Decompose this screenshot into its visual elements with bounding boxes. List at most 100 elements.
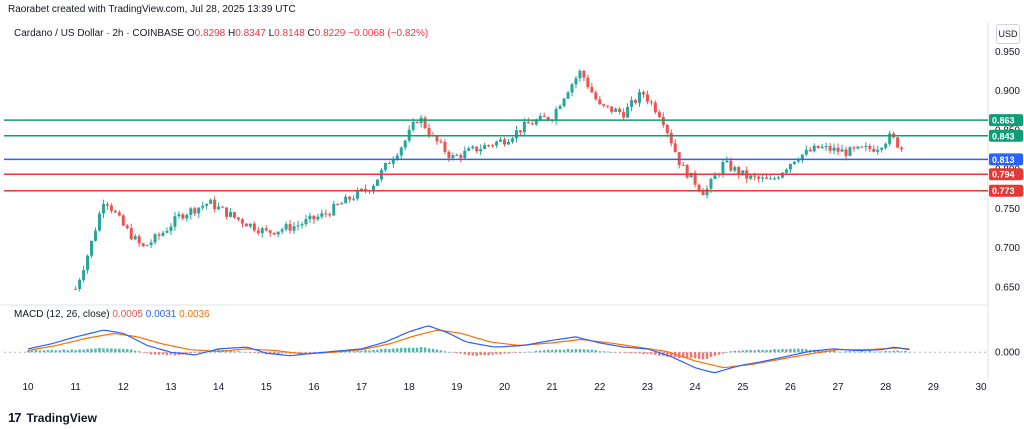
candle-body bbox=[129, 228, 133, 240]
candle-body bbox=[725, 160, 729, 163]
candle-body bbox=[487, 145, 491, 147]
level-tag bbox=[989, 168, 1023, 181]
macd-histogram-bar bbox=[388, 349, 391, 353]
candle-body bbox=[447, 151, 451, 159]
x-tick-label: 25 bbox=[737, 382, 749, 393]
macd-histogram-bar bbox=[431, 348, 435, 353]
macd-histogram-bar bbox=[729, 351, 733, 353]
candle-body bbox=[240, 219, 244, 224]
candle-body bbox=[598, 99, 602, 105]
x-tick-label: 12 bbox=[118, 382, 130, 393]
macd-histogram-bar bbox=[185, 352, 189, 355]
candle-body bbox=[812, 145, 816, 152]
macd-histogram-bar bbox=[419, 346, 423, 353]
macd-histogram-bar bbox=[642, 352, 645, 355]
macd-histogram-bar bbox=[284, 352, 288, 354]
candle-body bbox=[435, 135, 439, 142]
macd-histogram-bar bbox=[233, 351, 236, 353]
macd-histogram-bar bbox=[618, 352, 621, 353]
candle-body bbox=[626, 106, 630, 118]
candle-body bbox=[260, 228, 264, 234]
attribution-text: Raorabet created with TradingView.com, J… bbox=[8, 4, 296, 15]
macd-histogram-bar bbox=[709, 352, 713, 357]
candle-body bbox=[344, 196, 348, 204]
macd-histogram-bar bbox=[570, 349, 574, 353]
candle-body bbox=[661, 117, 665, 125]
candle-body bbox=[618, 108, 622, 112]
candle-body bbox=[848, 147, 852, 156]
macd-histogram-bar bbox=[785, 349, 788, 353]
macd-histogram-bar bbox=[546, 349, 550, 353]
macd-histogram-bar bbox=[769, 349, 772, 353]
candle-body bbox=[614, 108, 618, 112]
macd-histogram-bar bbox=[693, 352, 697, 359]
macd-histogram-bar bbox=[852, 351, 856, 353]
x-tick-label: 24 bbox=[690, 382, 702, 393]
candle-body bbox=[74, 288, 78, 290]
macd-histogram-bar bbox=[229, 350, 232, 353]
macd-histogram-bar bbox=[519, 352, 522, 353]
macd-histogram-bar bbox=[38, 350, 42, 353]
level-label: 0.794 bbox=[992, 170, 1015, 180]
candle-body bbox=[149, 242, 153, 245]
macd-histogram-bar bbox=[447, 351, 451, 353]
candle-body bbox=[824, 146, 828, 148]
candle-body bbox=[836, 147, 840, 152]
close-value: 0.8229 bbox=[314, 28, 346, 39]
candle-body bbox=[669, 132, 673, 144]
level-label: 0.813 bbox=[992, 155, 1015, 165]
level-label: 0.773 bbox=[992, 186, 1015, 196]
macd-histogram-bar bbox=[78, 349, 81, 353]
macd-histogram-bar bbox=[805, 349, 808, 353]
macd-histogram-bar bbox=[348, 350, 351, 353]
macd-histogram-bar bbox=[82, 349, 85, 353]
macd-histogram-bar bbox=[499, 352, 502, 355]
candle-body bbox=[630, 100, 634, 107]
tradingview-brand: 17 TradingView bbox=[8, 410, 97, 425]
x-tick-label: 11 bbox=[70, 382, 81, 393]
macd-histogram-bar bbox=[749, 350, 752, 353]
candle-body bbox=[582, 70, 586, 78]
x-tick-label: 20 bbox=[499, 382, 511, 393]
macd-histogram-bar bbox=[443, 351, 447, 353]
macd-histogram-bar bbox=[646, 352, 649, 354]
candle-body bbox=[181, 214, 185, 219]
candle-body bbox=[185, 214, 189, 219]
macd-histogram-bar bbox=[630, 352, 633, 354]
macd-histogram-bar bbox=[106, 348, 109, 353]
macd-zero-label: 0.000 bbox=[995, 347, 1020, 358]
candle-body bbox=[463, 150, 467, 158]
low-label: L bbox=[268, 28, 275, 39]
candle-body bbox=[880, 147, 884, 150]
candle-body bbox=[169, 226, 173, 231]
x-tick-label: 10 bbox=[22, 382, 34, 393]
macd-histogram-bar bbox=[721, 352, 725, 354]
macd-histogram-bar bbox=[626, 352, 629, 353]
candle-body bbox=[856, 146, 860, 149]
macd-histogram-bar bbox=[531, 351, 534, 353]
currency-button[interactable]: USD bbox=[996, 24, 1020, 44]
candle-body bbox=[427, 128, 431, 136]
x-tick-label: 26 bbox=[785, 382, 797, 393]
macd-histogram-bar bbox=[586, 349, 590, 353]
candle-body bbox=[792, 161, 796, 164]
candle-body bbox=[375, 179, 379, 186]
candle-body bbox=[570, 84, 574, 93]
macd-histogram-bar bbox=[384, 348, 387, 353]
macd-histogram-bar bbox=[54, 350, 57, 353]
x-tick-label: 29 bbox=[928, 382, 940, 393]
candle-body bbox=[776, 177, 780, 179]
x-tick-label: 28 bbox=[880, 382, 892, 393]
macd-histogram-bar bbox=[511, 352, 514, 353]
macd-histogram-bar bbox=[340, 352, 343, 353]
macd-histogram-bar bbox=[856, 351, 860, 353]
macd-histogram-bar bbox=[276, 352, 280, 355]
macd-histogram-bar bbox=[94, 348, 97, 353]
macd-histogram-bar bbox=[582, 349, 586, 353]
macd-histogram-bar bbox=[272, 352, 276, 354]
candle-body bbox=[232, 212, 236, 218]
candle-body bbox=[109, 205, 113, 211]
macd-histogram-bar bbox=[30, 350, 34, 353]
macd-histogram-bar bbox=[483, 352, 486, 356]
